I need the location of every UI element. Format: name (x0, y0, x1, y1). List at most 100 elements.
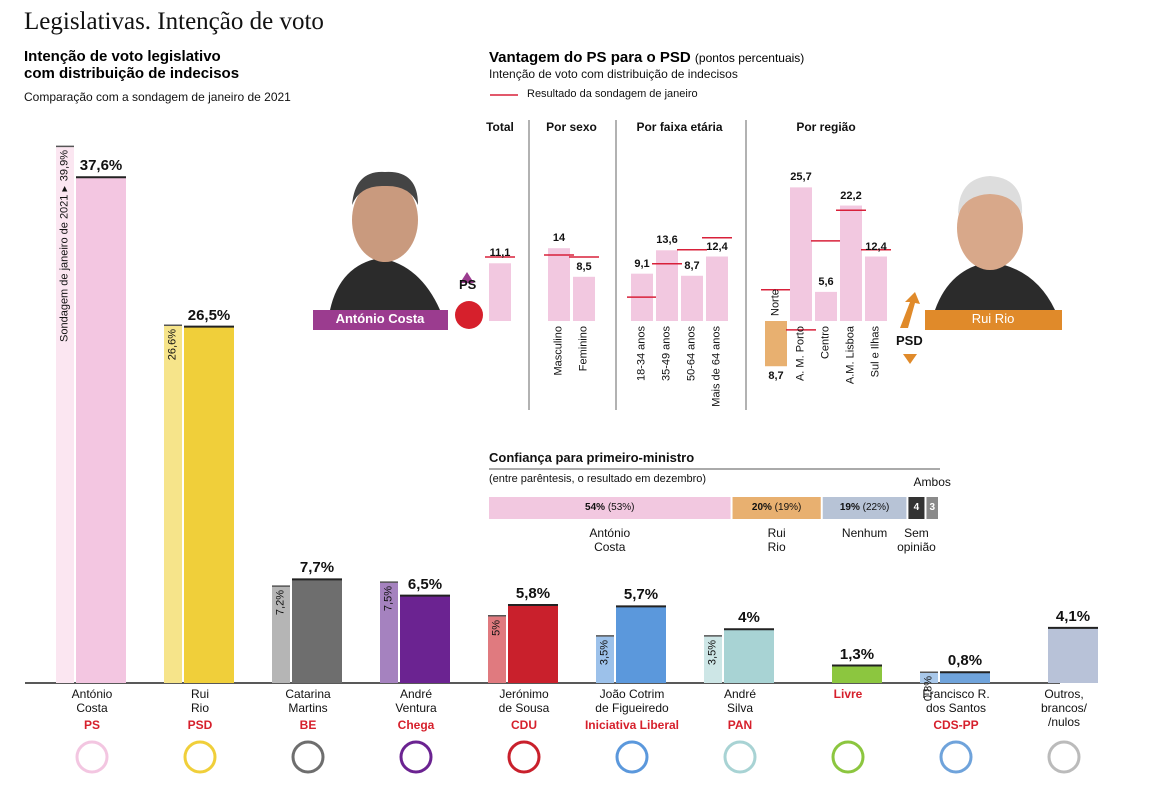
value-label: 11,1 (489, 247, 511, 260)
bar (790, 187, 812, 321)
group-label: Total (486, 120, 514, 134)
bar (548, 248, 570, 321)
segment (822, 497, 907, 519)
psd-arrow (903, 354, 917, 364)
previous-label: 3,5% (706, 639, 719, 665)
photo-label: António Costa (335, 311, 425, 326)
previous-label: (22%) (862, 502, 890, 513)
previous-bar (272, 586, 290, 683)
bar (815, 291, 837, 321)
segment (908, 497, 925, 519)
bar (840, 205, 862, 321)
category-label: Masculino (552, 326, 565, 376)
value-label: 9,1 (634, 257, 650, 270)
category-label: António Costa (589, 526, 631, 554)
value-label: 12,4 (865, 240, 887, 253)
category-label: André Ventura (395, 687, 437, 715)
category-label: Outros, brancos/ /nulos (1040, 687, 1088, 729)
group-label: Por faixa etária (636, 120, 723, 134)
previous-bar (488, 615, 506, 683)
party-label: PSD (187, 718, 213, 732)
value-label: 54% (585, 502, 606, 513)
category-label: Sul e Ilhas (869, 326, 882, 378)
value-label: 25,7 (790, 171, 812, 184)
value-label: 8,7 (684, 259, 700, 272)
group-label: Por sexo (546, 120, 597, 134)
category-label: Norte (769, 289, 782, 316)
value-label: 37,6% (79, 157, 123, 175)
bar (76, 177, 126, 683)
segment-label: 54% (53%) (585, 502, 634, 514)
category-label: Feminino (577, 326, 590, 372)
bar (832, 665, 882, 683)
category-label: Jerónimo de Sousa (498, 687, 550, 715)
party-icon (399, 740, 433, 774)
chart-title: Confiança para primeiro-ministro (489, 450, 695, 465)
positive-label: PS (459, 277, 477, 292)
value-label: 7,7% (299, 559, 335, 577)
value-label: 26,5% (187, 306, 231, 324)
photo-costa (313, 165, 448, 330)
previous-bar (164, 325, 182, 683)
party-icon (1047, 740, 1081, 774)
party-label: Livre (833, 687, 863, 701)
party-icon (939, 740, 973, 774)
previous-bar (56, 146, 74, 684)
previous-label: (19%) (774, 502, 802, 513)
title-note: (pontos percentuais) (694, 51, 805, 65)
segment (489, 497, 731, 519)
value-label: 0,8% (947, 652, 983, 670)
ps-arrow (460, 272, 474, 283)
value-label: 14 (552, 232, 566, 245)
value-label: 12,4 (706, 240, 728, 253)
previous-bar (704, 635, 722, 683)
party-icon (507, 740, 541, 774)
legend-label: Resultado da sondagem de janeiro (527, 88, 698, 100)
chart-subtitle: (entre parêntesis, o resultado em dezemb… (489, 473, 707, 485)
category-label: Francisco R. dos Santos (922, 687, 990, 715)
annotation: Sondagem de janeiro de 2021 ▸ (58, 186, 71, 343)
value-label: 13,6 (656, 234, 678, 247)
party-label: Iniciativa Liberal (584, 718, 680, 732)
value-label: 22,2 (840, 189, 862, 202)
category-label: Nenhum (841, 526, 888, 540)
party-label: BE (299, 718, 317, 732)
title-text: Vantagem do PS para o PSD (489, 49, 691, 66)
previous-label: (53%) (607, 502, 635, 513)
category-label: Mais de 64 anos (710, 326, 723, 407)
value-label: 5,8% (515, 584, 551, 602)
bar (724, 629, 774, 683)
category-label: Rui Rio (190, 687, 210, 715)
party-icon (291, 740, 325, 774)
category-label: Ambos (913, 475, 951, 489)
photo-rio (925, 165, 1062, 330)
previous-label: 3,5% (598, 639, 611, 665)
party-icon (615, 740, 649, 774)
bar (1048, 627, 1098, 683)
category-label: 18-34 anos (635, 326, 648, 382)
previous-bar (920, 672, 938, 683)
value-label: 8,5 (576, 260, 592, 273)
negative-label: PSD (896, 333, 923, 348)
category-label: André Silva (723, 687, 757, 715)
party-icon (831, 740, 865, 774)
previous-label: 39,9% (58, 150, 71, 182)
previous-label: 7,5% (382, 586, 395, 612)
previous-label: 5% (490, 619, 503, 636)
category-label: Sem opinião (897, 526, 936, 554)
value-label: 8,7 (768, 370, 784, 383)
category-label: António Costa (71, 687, 113, 715)
party-label: PS (83, 718, 101, 732)
category-label: A. M. Porto (794, 326, 807, 382)
segment (732, 497, 821, 519)
bar (681, 275, 703, 321)
bar (508, 604, 558, 683)
party-label: CDS-PP (933, 718, 979, 732)
bar (656, 250, 678, 321)
ps-icon (455, 301, 483, 329)
bar (573, 276, 595, 321)
value-label: 4,1% (1055, 607, 1091, 625)
bar (184, 326, 234, 683)
group-label: Por região (796, 120, 856, 134)
